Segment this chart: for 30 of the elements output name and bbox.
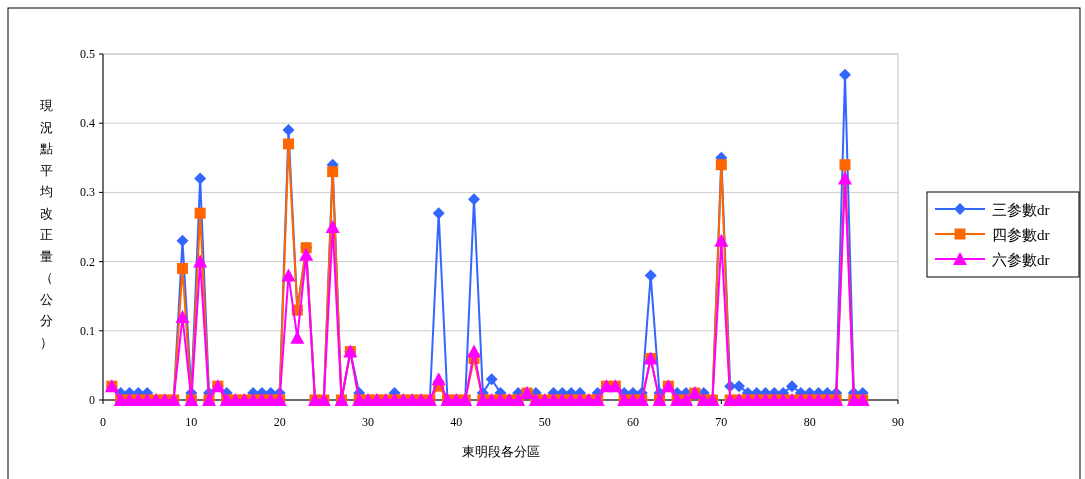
- legend-label: 六参數dr: [992, 252, 1050, 268]
- point: [786, 380, 798, 393]
- y-tick-label: 0.1: [80, 323, 95, 338]
- x-tick-label: 90: [892, 415, 904, 429]
- x-axis-title: 東明段各分區: [461, 444, 540, 459]
- x-tick-label: 80: [803, 415, 816, 429]
- x-tick-label: 50: [538, 415, 551, 429]
- x-tick-label: 30: [362, 415, 374, 429]
- y-tick-label: 0.4: [80, 116, 95, 131]
- text: 現況點平均改正量（公分）: [39, 98, 53, 350]
- legend-label: 四参數dr: [992, 227, 1050, 243]
- point: [644, 269, 657, 282]
- x-tick-label: 40: [450, 415, 463, 429]
- x-tick-label: 10: [185, 415, 198, 429]
- x-tick-label: 0: [100, 415, 106, 429]
- y-tick-label: 0.3: [80, 185, 95, 200]
- point: [432, 207, 445, 220]
- point: [485, 373, 498, 386]
- point: [733, 380, 745, 393]
- point: [282, 124, 295, 137]
- x-tick-label: 70: [715, 415, 728, 429]
- legend-label: 三参數dr: [992, 202, 1050, 218]
- x-tick-label: 20: [273, 415, 286, 429]
- point: [194, 172, 207, 185]
- y-tick-label: 0.2: [80, 254, 95, 269]
- point: [176, 234, 189, 247]
- y-tick-label: 0: [89, 393, 95, 407]
- point: [839, 68, 851, 81]
- x-tick-label: 60: [627, 415, 639, 429]
- y-tick-label: 0.5: [80, 47, 95, 61]
